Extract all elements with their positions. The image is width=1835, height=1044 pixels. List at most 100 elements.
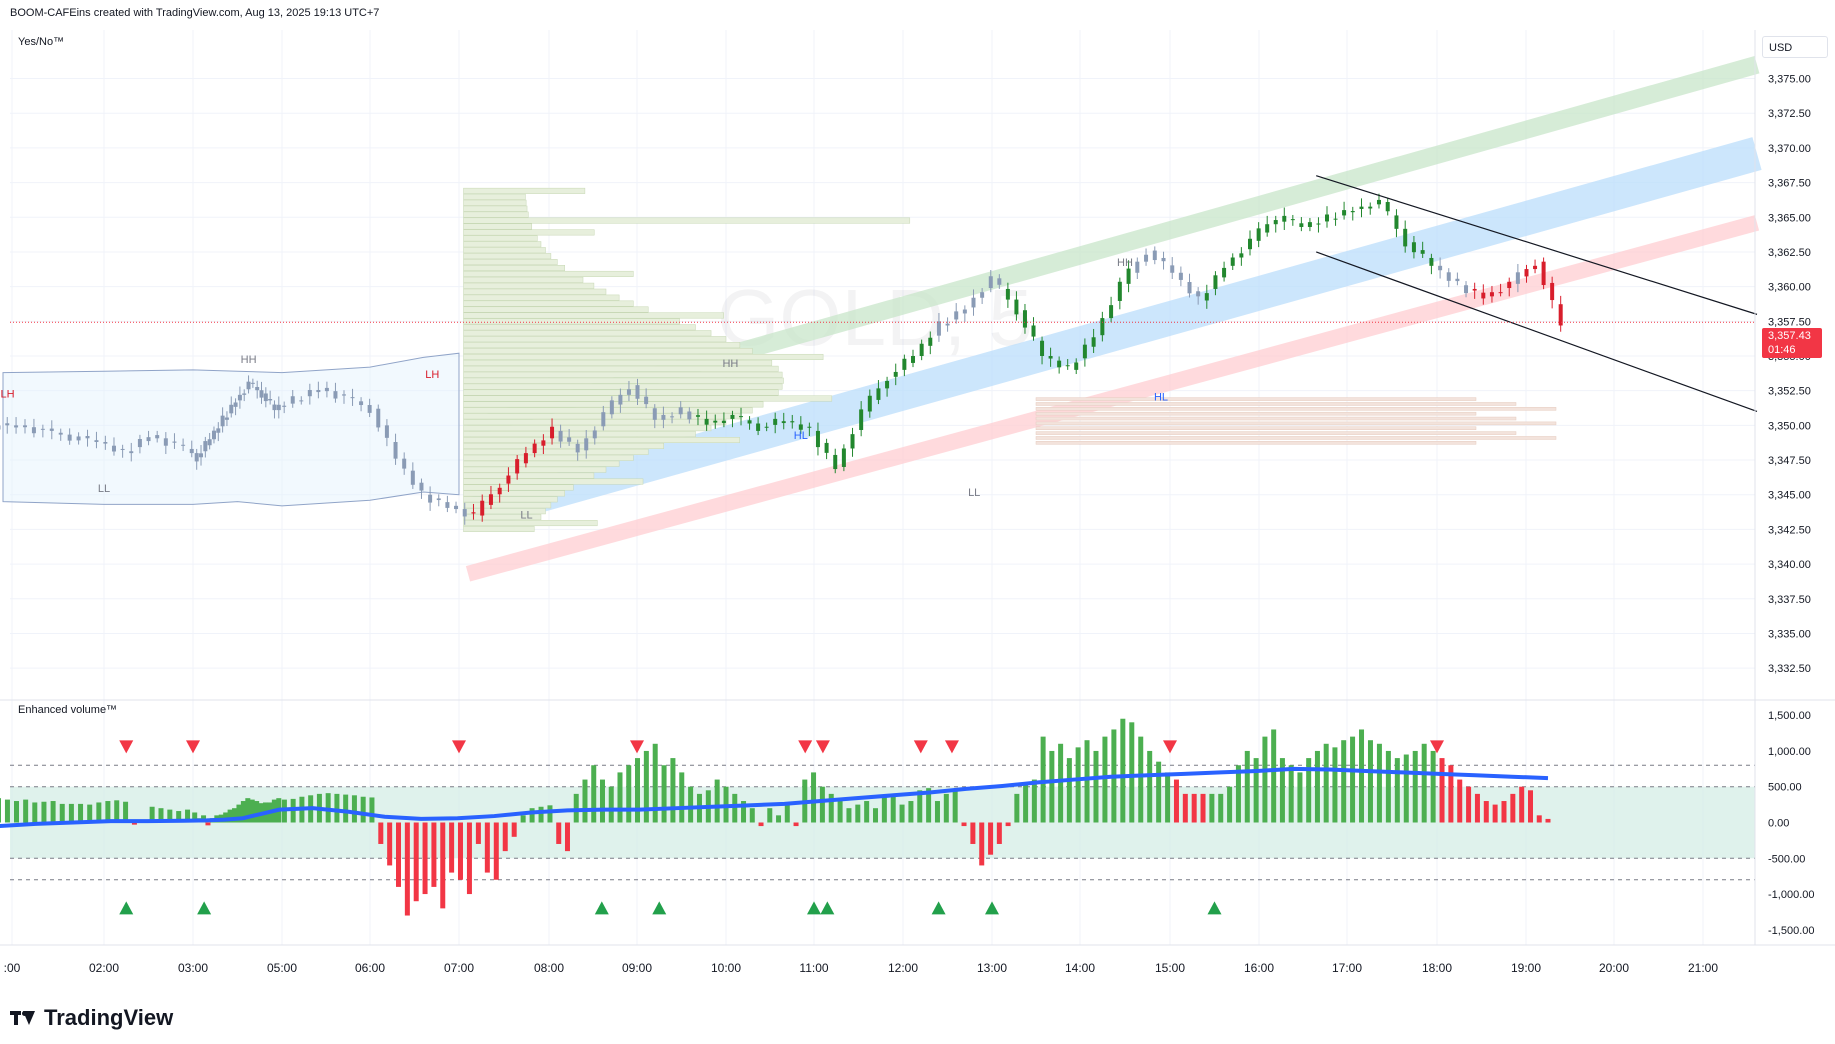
volume-bar: [979, 822, 985, 866]
volume-profile-row: [463, 300, 634, 307]
volume-bar: [1457, 779, 1463, 823]
candle-body: [419, 482, 424, 491]
volume-axis[interactable]: 1,500.00 1,000.00 500.00 0.00 -500.00 -1,000.…: [1768, 710, 1814, 937]
volume-tick-label: 1,000.00: [1768, 746, 1811, 758]
candle-body: [1273, 220, 1278, 225]
volume-profile-row: [463, 490, 565, 497]
currency-button[interactable]: USD: [1762, 36, 1828, 58]
volume-bar: [1102, 736, 1108, 823]
volume-bar: [1156, 761, 1162, 823]
sell-signal-marker: [186, 740, 200, 754]
candle-body: [1359, 206, 1364, 209]
candle-body: [263, 393, 268, 402]
candle-body: [155, 435, 160, 439]
candle-body: [928, 337, 933, 346]
volume-profile-row: [463, 247, 546, 254]
candle-body: [237, 394, 242, 401]
price-tick-label: 3,362.50: [1768, 247, 1811, 259]
candle-body: [199, 453, 204, 458]
candle-body: [31, 427, 36, 434]
bar-countdown: 01:46: [1768, 344, 1796, 356]
volume-bar: [14, 801, 20, 823]
volume-profile-row: [463, 235, 538, 242]
volume-bar: [1430, 750, 1436, 823]
candle-body: [730, 414, 735, 419]
candle-body: [1403, 228, 1408, 247]
pattern-label: HH: [1117, 257, 1133, 269]
volume-bar: [493, 822, 499, 880]
volume-profile-row: [463, 318, 680, 325]
volume-bar: [1244, 750, 1250, 823]
volume-bar: [176, 811, 182, 823]
candle-body: [376, 408, 381, 428]
volume-profile-row: [463, 265, 565, 271]
volume-bar: [1014, 793, 1020, 823]
time-tick-label: 17:00: [1332, 961, 1362, 975]
candle-body: [85, 435, 90, 439]
volume-profile-row: [1035, 402, 1517, 406]
sell-signal-marker: [944, 740, 959, 754]
volume-bar: [1385, 750, 1391, 823]
candle-body: [111, 445, 116, 452]
price-pane[interactable]: GOLD, 5LHHHLHLLLLHHHLHHLLHL: [0, 56, 1762, 669]
volume-bar: [123, 801, 129, 823]
candle-body: [584, 438, 589, 451]
volume-bar: [617, 772, 623, 823]
candle-body: [1368, 206, 1373, 209]
price-tick-label: 3,332.50: [1768, 663, 1811, 675]
volume-bar: [1359, 729, 1365, 823]
candle-body: [1385, 202, 1390, 212]
volume-profile-row: [463, 466, 607, 473]
time-tick-label: 02:00: [89, 961, 119, 975]
volume-tick-label: -1,000.00: [1768, 889, 1814, 901]
volume-bar: [105, 801, 111, 823]
volume-profile-row: [463, 211, 529, 218]
sell-signal-marker: [798, 740, 813, 754]
tradingview-logo[interactable]: TradingView: [10, 1005, 173, 1031]
price-tick-label: 3,335.00: [1768, 628, 1811, 640]
candle-body: [609, 400, 614, 415]
volume-bar: [917, 790, 923, 823]
volume-profile-row: [463, 353, 824, 360]
volume-bar: [232, 808, 238, 823]
time-tick-label: 08:00: [534, 961, 564, 975]
volume-profile-row: [463, 442, 664, 449]
volume-bar: [1403, 754, 1409, 823]
candle-body: [454, 505, 459, 510]
candle-body: [764, 426, 769, 428]
volume-bar: [1262, 736, 1268, 823]
volume-bar: [793, 822, 799, 827]
volume-bar: [1173, 779, 1179, 823]
candle-body: [1100, 318, 1105, 336]
volume-bar: [1314, 750, 1320, 823]
price-tick-label: 3,347.50: [1768, 455, 1811, 467]
price-axis[interactable]: 3,375.00 3,372.50 3,370.00 3,367.50 3,365.00…: [1754, 30, 1811, 945]
candle-body: [1325, 214, 1330, 222]
sell-signal-marker: [452, 740, 466, 754]
volume-ma-line: [0, 766, 1549, 828]
time-axis[interactable]: :00 02:00 03:00 05:00 06:00 07:00 08:00 09:00 10…: [0, 944, 1835, 975]
time-tick-label: 19:00: [1511, 961, 1541, 975]
volume-bar: [254, 801, 260, 823]
volume-bar: [1138, 736, 1144, 823]
candle-body: [207, 439, 212, 446]
candle-body: [1074, 362, 1079, 370]
candle-body: [824, 442, 829, 453]
volume-profile-row: [463, 241, 542, 248]
last-price-value: 3,357.43: [1768, 330, 1811, 342]
candle-body: [233, 402, 238, 407]
candle-body: [971, 297, 976, 308]
volume-profile-row: [463, 359, 773, 366]
volume-pane[interactable]: [0, 699, 1835, 916]
volume-bar: [1492, 804, 1498, 823]
volume-bar: [661, 765, 667, 823]
candle-body: [541, 440, 546, 446]
volume-bar: [1297, 772, 1303, 823]
volume-indicator-label[interactable]: Enhanced volume™: [18, 704, 118, 716]
volume-bar: [440, 822, 446, 909]
main-indicator-label[interactable]: Yes/No™: [18, 36, 65, 48]
candle-body: [661, 414, 666, 420]
volume-profile-row: [1035, 436, 1557, 440]
candle-body: [194, 453, 199, 462]
